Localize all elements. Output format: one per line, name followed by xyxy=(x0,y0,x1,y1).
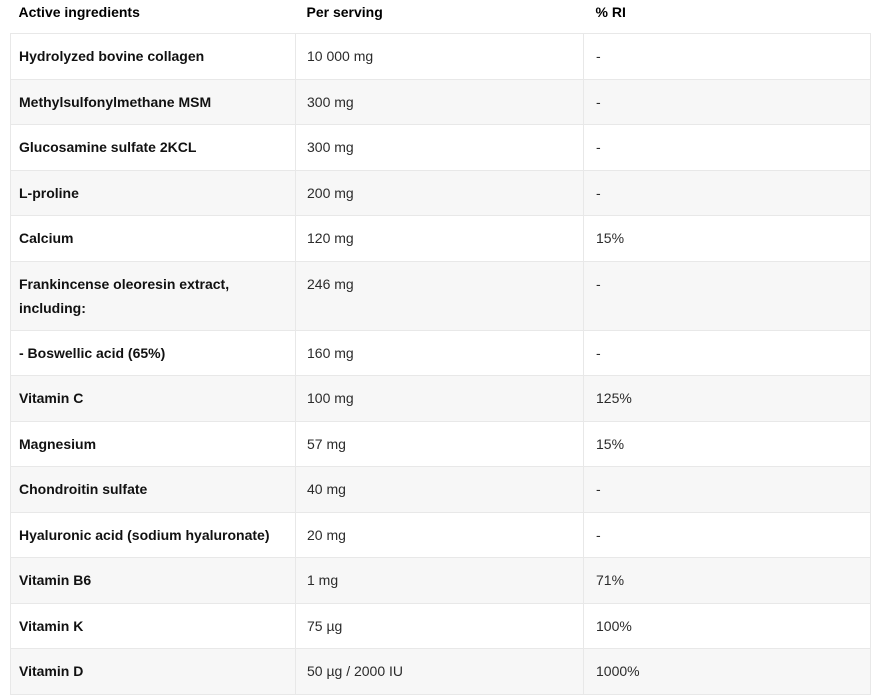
table-row: Methylsulfonylmethane MSM 300 mg - xyxy=(10,78,871,125)
column-header-percent-ri: % RI xyxy=(595,4,626,20)
percent-ri-cell: 125% xyxy=(583,375,871,422)
table-row: L-proline 200 mg - xyxy=(10,169,871,216)
ingredient-name-cell: Frankincense oleoresin extract, includin… xyxy=(10,260,296,331)
table-row: Vitamin K 75 µg 100% xyxy=(10,602,871,649)
percent-ri-cell: 15% xyxy=(583,215,871,262)
ingredients-table-container: Active ingredients Per serving % RI Hydr… xyxy=(10,0,871,695)
per-serving-cell: 246 mg xyxy=(295,260,584,331)
table-row: Vitamin D 50 µg / 2000 IU 1000% xyxy=(10,648,871,695)
ingredient-name-cell: Hydrolyzed bovine collagen xyxy=(10,33,296,80)
ingredient-name-cell: Vitamin D xyxy=(10,648,296,695)
percent-ri-cell: 15% xyxy=(583,420,871,467)
ingredient-name-cell: Methylsulfonylmethane MSM xyxy=(10,78,296,125)
per-serving-cell: 300 mg xyxy=(295,124,584,171)
per-serving-cell: 100 mg xyxy=(295,375,584,422)
per-serving-cell: 200 mg xyxy=(295,169,584,216)
header-row: Active ingredients Per serving % RI xyxy=(11,0,871,34)
per-serving-cell: 10 000 mg xyxy=(295,33,584,80)
percent-ri-cell: 1000% xyxy=(583,648,871,695)
percent-ri-cell: - xyxy=(583,78,871,125)
ingredient-name-cell: Magnesium xyxy=(10,420,296,467)
percent-ri-cell: - xyxy=(583,511,871,558)
percent-ri-cell: - xyxy=(583,124,871,171)
ingredient-name-cell: Chondroitin sulfate xyxy=(10,466,296,513)
ingredient-name-cell: Glucosamine sulfate 2KCL xyxy=(10,124,296,171)
ingredient-name-cell: Vitamin B6 xyxy=(10,557,296,604)
table-row: Magnesium 57 mg 15% xyxy=(10,420,871,467)
ingredient-name-cell: Calcium xyxy=(10,215,296,262)
per-serving-cell: 20 mg xyxy=(295,511,584,558)
percent-ri-cell: - xyxy=(583,260,871,331)
table-body: Hydrolyzed bovine collagen 10 000 mg - M… xyxy=(10,33,871,695)
table-row: Hyaluronic acid (sodium hyaluronate) 20 … xyxy=(10,511,871,558)
ingredient-name-cell: Hyaluronic acid (sodium hyaluronate) xyxy=(10,511,296,558)
active-ingredients-table: Active ingredients Per serving % RI Hydr… xyxy=(10,0,871,695)
column-header-per-serving: Per serving xyxy=(306,4,383,20)
table-row: Chondroitin sulfate 40 mg - xyxy=(10,466,871,513)
per-serving-cell: 40 mg xyxy=(295,466,584,513)
table-header: Active ingredients Per serving % RI xyxy=(11,0,871,34)
ingredient-name-cell: L-proline xyxy=(10,169,296,216)
table-row: Hydrolyzed bovine collagen 10 000 mg - xyxy=(10,33,871,80)
column-header-active-ingredients: Active ingredients xyxy=(18,4,140,20)
per-serving-cell: 1 mg xyxy=(295,557,584,604)
percent-ri-cell: - xyxy=(583,466,871,513)
ingredient-name-cell: Vitamin C xyxy=(10,375,296,422)
table-row: Frankincense oleoresin extract, includin… xyxy=(10,260,871,331)
per-serving-cell: 300 mg xyxy=(295,78,584,125)
percent-ri-cell: 71% xyxy=(583,557,871,604)
ingredient-name-cell: Vitamin K xyxy=(10,602,296,649)
table-row: Calcium 120 mg 15% xyxy=(10,215,871,262)
per-serving-cell: 160 mg xyxy=(295,329,584,376)
per-serving-cell: 75 µg xyxy=(295,602,584,649)
table-row: - Boswellic acid (65%) 160 mg - xyxy=(10,329,871,376)
percent-ri-cell: - xyxy=(583,33,871,80)
per-serving-cell: 120 mg xyxy=(295,215,584,262)
percent-ri-cell: - xyxy=(583,169,871,216)
ingredient-name-cell: - Boswellic acid (65%) xyxy=(10,329,296,376)
table-row: Glucosamine sulfate 2KCL 300 mg - xyxy=(10,124,871,171)
per-serving-cell: 50 µg / 2000 IU xyxy=(295,648,584,695)
percent-ri-cell: - xyxy=(583,329,871,376)
per-serving-cell: 57 mg xyxy=(295,420,584,467)
table-row: Vitamin B6 1 mg 71% xyxy=(10,557,871,604)
table-row: Vitamin C 100 mg 125% xyxy=(10,375,871,422)
percent-ri-cell: 100% xyxy=(583,602,871,649)
